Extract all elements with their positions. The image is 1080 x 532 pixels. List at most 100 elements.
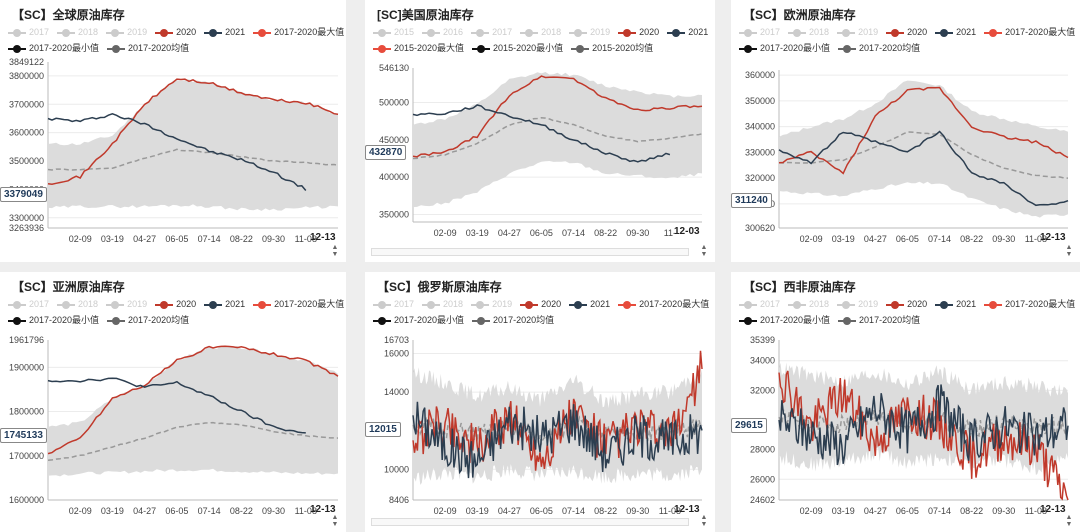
legend-label: 2015-2020均值 (592, 43, 654, 53)
legend-item[interactable]: 2019 (569, 24, 610, 40)
series-line-2020 (47, 78, 339, 185)
legend-item[interactable]: 2017-2020最大值 (984, 24, 1075, 40)
scroll-arrows-icon[interactable]: ▲ ▼ (331, 244, 339, 258)
legend-item[interactable]: 2017-2020最大值 (253, 24, 344, 40)
legend-item[interactable]: 2019 (837, 296, 878, 312)
legend-item[interactable]: 2017-2020最小值 (373, 312, 464, 328)
legend-item[interactable]: 2020 (886, 296, 927, 312)
legend-item[interactable]: 2017 (471, 24, 512, 40)
legend-item[interactable]: 2020 (618, 24, 659, 40)
y-tick-label: 32000 (750, 385, 775, 395)
y-tick-label: 26000 (750, 474, 775, 484)
x-tick-label: 04-27 (133, 506, 156, 516)
scroll-arrows-icon[interactable]: ▲ ▼ (700, 514, 708, 528)
legend-item[interactable]: 2017 (8, 24, 49, 40)
legend-item[interactable]: 2020 (886, 24, 927, 40)
horizontal-scrollbar[interactable] (371, 518, 689, 526)
scroll-arrows-icon[interactable]: ▲ ▼ (1065, 514, 1073, 528)
y-min-label: 8406 (389, 495, 409, 505)
y-max-label: 16703 (384, 335, 409, 345)
x-tick-label: 07-14 (198, 234, 221, 244)
legend-item[interactable]: 2020 (520, 296, 561, 312)
legend-item[interactable]: 2019 (471, 296, 512, 312)
legend-item[interactable]: 2017-2020均值 (107, 312, 189, 328)
legend-item[interactable]: 2021 (935, 296, 976, 312)
legend-item[interactable]: 2018 (422, 296, 463, 312)
legend-item[interactable]: 2017-2020最小值 (8, 40, 99, 56)
legend-marker-icon (57, 28, 76, 37)
series-line-average (412, 415, 703, 447)
legend-marker-icon (569, 300, 588, 309)
legend-label: 2017 (394, 299, 415, 309)
legend-item[interactable]: 2017-2020最大值 (618, 296, 709, 312)
legend-item[interactable]: 2018 (57, 296, 98, 312)
scroll-arrows-icon[interactable]: ▲ ▼ (1065, 244, 1073, 258)
legend-item[interactable]: 2017-2020均值 (838, 40, 920, 56)
legend-marker-icon (204, 300, 223, 309)
legend-item[interactable]: 2018 (520, 24, 561, 40)
legend-item[interactable]: 2017 (739, 296, 780, 312)
legend-item[interactable]: 2017-2020最小值 (739, 312, 830, 328)
y-max-label: 546130 (379, 63, 409, 73)
legend-item[interactable]: 2017-2020均值 (472, 312, 554, 328)
legend-item[interactable]: 2016 (422, 24, 463, 40)
legend-item[interactable]: 2017-2020最大值 (984, 296, 1075, 312)
legend-item[interactable]: 2017 (739, 24, 780, 40)
y-max-label: 3849122 (9, 57, 44, 67)
legend-label: 2015-2020最大值 (394, 43, 465, 53)
legend-label: 2015-2020最小值 (493, 43, 564, 53)
plot-area: 作图：天风期货160000017000001800000190000019617… (9, 335, 339, 516)
legend-marker-icon (838, 316, 857, 325)
legend-item[interactable]: 2015-2020最大值 (373, 40, 464, 56)
x-tick-label: 09-30 (626, 506, 649, 516)
legend-item[interactable]: 2021 (667, 24, 708, 40)
legend-marker-icon (788, 300, 807, 309)
legend-item[interactable]: 2015-2020均值 (571, 40, 653, 56)
legend-item[interactable]: 2021 (569, 296, 610, 312)
legend-item[interactable]: 2020 (155, 24, 196, 40)
x-tick-label: 11-08 (1025, 234, 1047, 244)
legend-label: 2017-2020最大值 (639, 299, 710, 309)
chart-legend: 2017 2018 2019 2020 2021 2017-2020最大值 2017-202… (8, 24, 346, 56)
legend-marker-icon (106, 300, 125, 309)
horizontal-scrollbar[interactable] (371, 248, 689, 256)
legend-item[interactable]: 2017 (8, 296, 49, 312)
x-tick-label: 02-09 (800, 506, 823, 516)
legend-label: 2020 (907, 27, 928, 37)
legend-item[interactable]: 2021 (935, 24, 976, 40)
legend-item[interactable]: 2018 (57, 24, 98, 40)
legend-item[interactable]: 2019 (837, 24, 878, 40)
legend-item[interactable]: 2021 (204, 24, 245, 40)
legend-item[interactable]: 2017-2020最小值 (8, 312, 99, 328)
y-tick-label: 16000 (384, 349, 409, 359)
legend-label: 2017-2020最小值 (29, 43, 100, 53)
scroll-arrows-icon[interactable]: ▲ ▼ (331, 514, 339, 528)
legend-item[interactable]: 2017-2020均值 (838, 312, 920, 328)
legend-item[interactable]: 2015 (373, 24, 414, 40)
legend-label: 2017-2020均值 (128, 315, 190, 325)
legend-item[interactable]: 2017 (373, 296, 414, 312)
legend-item[interactable]: 2020 (155, 296, 196, 312)
legend-marker-icon (8, 44, 26, 53)
legend-item[interactable]: 2015-2020最小值 (472, 40, 563, 56)
legend-item[interactable]: 2021 (204, 296, 245, 312)
scroll-arrows-icon[interactable]: ▲ ▼ (700, 244, 708, 258)
legend-item[interactable]: 2018 (788, 296, 829, 312)
chart-title: 【SC】俄罗斯原油库存 (377, 280, 502, 294)
legend-marker-icon (8, 300, 26, 309)
legend-item[interactable]: 2017-2020最大值 (253, 296, 344, 312)
y-min-label: 3263936 (9, 223, 44, 233)
legend-item[interactable]: 2017-2020最小值 (739, 40, 830, 56)
legend-item[interactable]: 2018 (788, 24, 829, 40)
y-tick-label: 3600000 (9, 128, 44, 138)
plot-area: 作图：天风期货310000320000330000340000350000360… (745, 70, 1069, 244)
legend-item[interactable]: 2019 (106, 24, 147, 40)
x-tick-label: 07-14 (562, 506, 585, 516)
x-tick-label: 09-30 (992, 506, 1015, 516)
y-tick-label: 320000 (745, 173, 775, 183)
legend-item[interactable]: 2017-2020均值 (107, 40, 189, 56)
x-tick-label: 06-05 (896, 234, 919, 244)
chart-legend: 2015 2016 2017 2018 2019 2020 2021 2015-2020最大值… (373, 24, 715, 56)
legend-item[interactable]: 2019 (106, 296, 147, 312)
y-tick-label: 14000 (384, 387, 409, 397)
